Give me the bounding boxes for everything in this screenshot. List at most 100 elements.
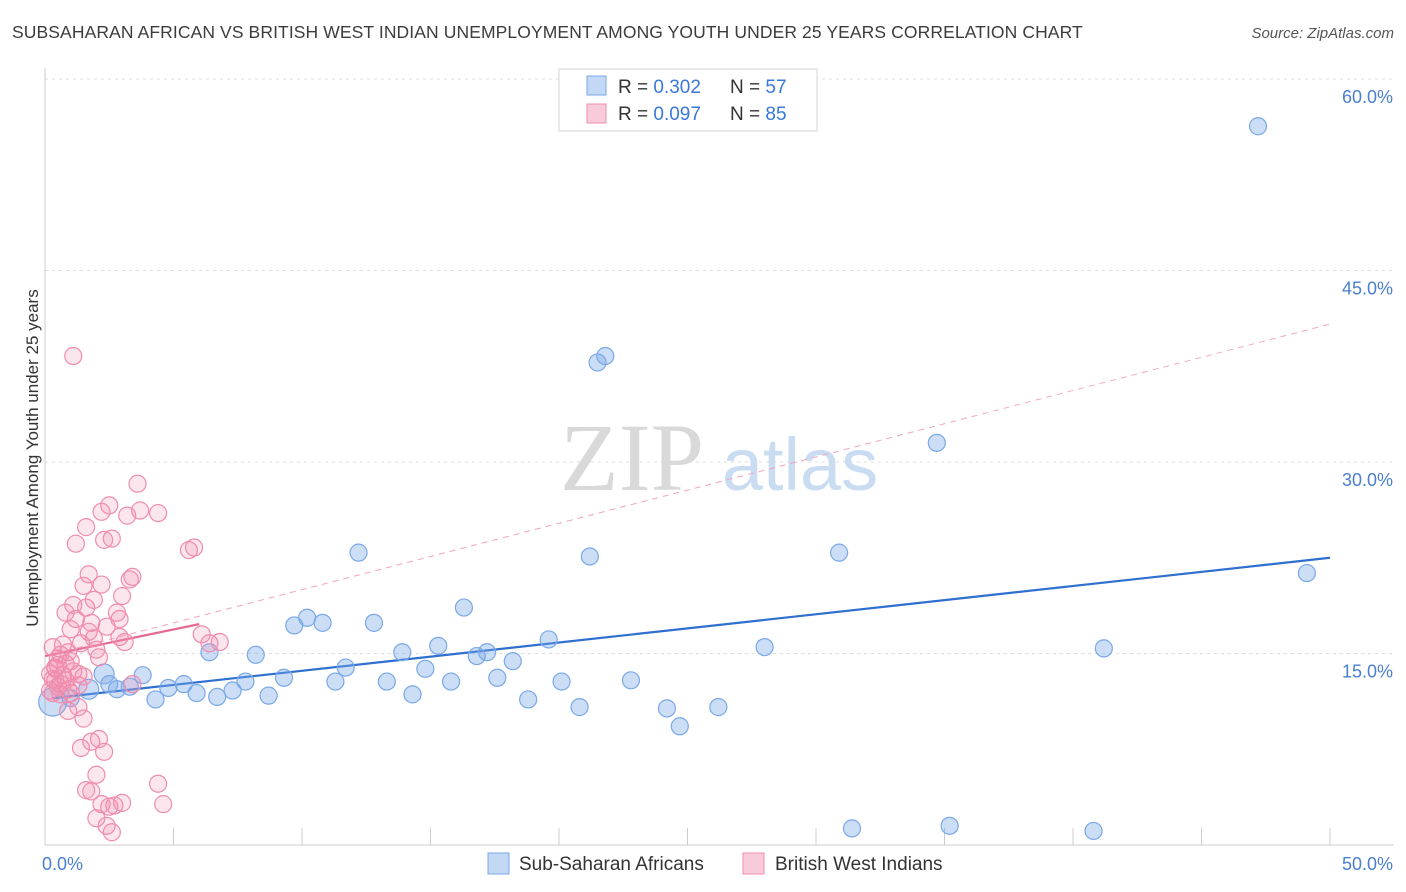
- legend-pink-n-text: N = 85: [730, 104, 787, 125]
- british-west-indian-point: [87, 765, 106, 784]
- watermark-zip: ZIP: [560, 404, 704, 511]
- data-points: [38, 117, 1316, 842]
- british-west-indian-point: [64, 346, 83, 366]
- legend-blue-n-text: N = 57: [730, 77, 787, 98]
- chart-title: SUBSAHARAN AFRICAN VS BRITISH WEST INDIA…: [12, 22, 1083, 42]
- legend-blue-swatch: [586, 75, 607, 96]
- y-axis-label: Unemployment Among Youth under 25 years: [23, 289, 42, 626]
- sub-saharan-point: [519, 690, 538, 709]
- y-tick-label: 15.0%: [1342, 662, 1393, 682]
- british-west-indian-point: [71, 738, 91, 758]
- sub-saharan-point: [552, 672, 571, 691]
- trend-lines: [44, 323, 1331, 700]
- british-west-indian-point: [210, 632, 229, 652]
- legend-pink-swatch: [586, 103, 607, 124]
- british-west-indian-point: [61, 620, 80, 639]
- sub-saharan-point: [580, 547, 599, 566]
- british-west-indian-point: [82, 782, 101, 801]
- legend-bottom-pink-label: British West Indians: [775, 854, 943, 875]
- sub-saharan-point: [349, 543, 368, 562]
- pink-trend-line: [44, 623, 200, 658]
- sub-saharan-point: [393, 643, 412, 662]
- sub-saharan-point: [298, 608, 317, 627]
- british-west-indian-point: [77, 518, 96, 537]
- british-west-indian-point: [64, 662, 83, 681]
- sub-saharan-point: [377, 672, 396, 691]
- watermark-atlas: atlas: [722, 423, 878, 506]
- british-west-indian-point: [53, 635, 73, 654]
- sub-saharan-point: [1084, 821, 1103, 841]
- sub-saharan-point: [488, 668, 507, 687]
- british-west-indian-point: [48, 655, 67, 675]
- sub-saharan-point: [159, 678, 178, 698]
- british-west-indian-point: [154, 795, 173, 814]
- british-west-indian-point: [84, 590, 103, 609]
- y-tick-label: 45.0%: [1342, 279, 1393, 299]
- blue-trend-line: [52, 556, 1331, 700]
- sub-saharan-point: [842, 819, 862, 838]
- british-west-indian-point: [115, 632, 134, 652]
- legend-bottom: Sub-Saharan Africans British West Indian…: [487, 852, 943, 875]
- sub-saharan-point: [403, 685, 422, 704]
- british-west-indian-point: [179, 540, 199, 560]
- x-tick-label-min: 0.0%: [42, 854, 83, 874]
- legend-bottom-blue-label: Sub-Saharan Africans: [519, 854, 704, 875]
- watermark: ZIP atlas: [560, 404, 878, 511]
- axes: [44, 68, 1394, 846]
- british-west-indian-point: [89, 648, 109, 667]
- sub-saharan-point: [174, 675, 193, 694]
- british-west-indian-point: [79, 565, 98, 584]
- british-west-indian-point: [123, 567, 142, 587]
- sub-saharan-point: [454, 598, 474, 617]
- sub-saharan-point: [274, 668, 294, 687]
- british-west-indian-point: [69, 698, 88, 717]
- british-west-indian-point: [66, 534, 85, 553]
- british-west-indian-point: [87, 809, 106, 828]
- sub-saharan-point: [467, 646, 486, 666]
- sub-saharan-point: [621, 671, 641, 690]
- sub-saharan-point: [364, 613, 384, 632]
- sub-saharan-point: [570, 698, 589, 717]
- british-west-indian-point: [61, 683, 80, 703]
- sub-saharan-point: [313, 613, 332, 632]
- sub-saharan-point: [1094, 639, 1113, 658]
- sub-saharan-point: [187, 683, 206, 703]
- sub-saharan-point: [259, 686, 278, 705]
- sub-saharan-point: [1297, 563, 1316, 583]
- british-west-indian-point: [123, 675, 142, 694]
- british-west-indian-point: [69, 676, 88, 695]
- legend-blue-r-text: R = 0.302: [618, 77, 701, 98]
- sub-saharan-point: [336, 658, 355, 677]
- gridlines: [45, 78, 1394, 654]
- british-west-indian-point: [79, 622, 98, 641]
- british-west-indian-point: [110, 627, 129, 647]
- sub-saharan-point: [709, 698, 728, 717]
- british-west-indian-point: [118, 506, 137, 525]
- source-credit: Source: ZipAtlas.com: [1251, 25, 1394, 42]
- sub-saharan-point: [670, 717, 689, 736]
- british-west-indian-point: [74, 667, 93, 686]
- legend-bottom-blue-swatch: [487, 852, 510, 875]
- sub-saharan-point: [596, 346, 615, 366]
- sub-saharan-point: [208, 687, 227, 707]
- british-west-indian-point: [112, 586, 132, 606]
- british-west-indian-point: [148, 774, 168, 793]
- sub-saharan-point: [246, 645, 265, 664]
- sub-saharan-point: [441, 672, 461, 691]
- british-west-indian-point: [92, 575, 111, 594]
- british-west-indian-point: [59, 701, 78, 721]
- british-west-indian-point: [43, 683, 62, 703]
- legend-bottom-pink-swatch: [742, 852, 765, 875]
- british-west-indian-point: [95, 530, 114, 549]
- british-west-indian-point: [74, 576, 93, 595]
- sub-saharan-point: [940, 816, 959, 835]
- y-tick-label: 60.0%: [1342, 87, 1393, 107]
- legend-top: R = 0.302 N = 57 R = 0.097 N = 85: [558, 68, 818, 132]
- sub-saharan-point: [429, 636, 448, 655]
- sub-saharan-point: [100, 675, 119, 694]
- british-west-indian-point: [97, 617, 116, 636]
- british-west-indian-point: [128, 474, 147, 493]
- sub-saharan-point: [416, 659, 435, 678]
- sub-saharan-point: [326, 672, 345, 691]
